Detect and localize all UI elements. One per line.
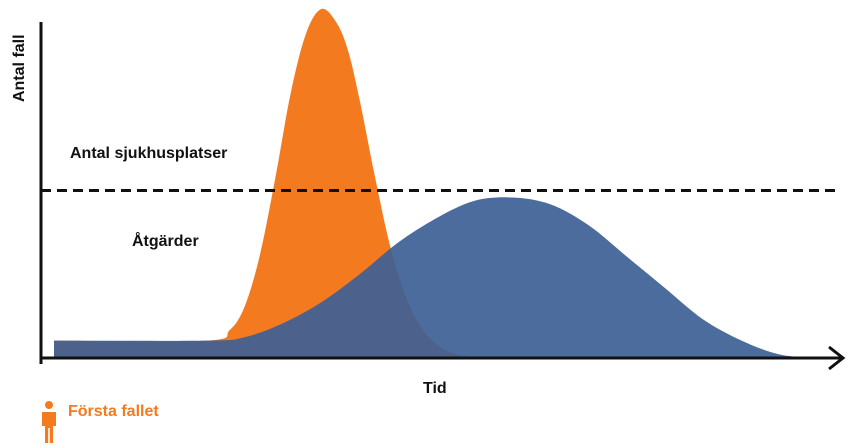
person-icon <box>42 401 56 443</box>
series-area-blue <box>54 197 818 358</box>
series-areas <box>54 8 818 358</box>
legend-first-case: Första fallet <box>68 403 159 420</box>
x-axis-label: Tid <box>423 380 447 397</box>
y-axis-label: Antal fall <box>11 34 28 102</box>
legend: Första fallet <box>40 401 159 445</box>
annotation-hospital-capacity: Antal sjukhusplatser <box>70 145 227 162</box>
annotation-measures: Åtgärder <box>132 231 199 250</box>
x-axis-arrowhead <box>828 345 846 371</box>
